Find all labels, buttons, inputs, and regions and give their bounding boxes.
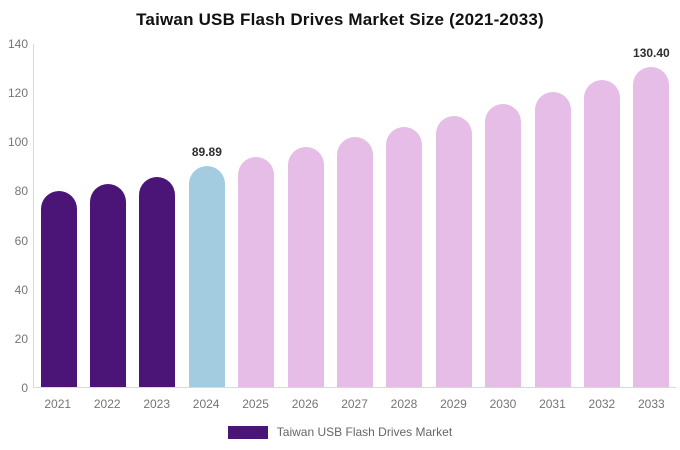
bar-2025[interactable] <box>238 156 275 387</box>
bar-2026[interactable] <box>287 147 324 387</box>
bar-value-label-2024: 89.89 <box>191 145 222 160</box>
legend-label: Taiwan USB Flash Drives Market <box>276 425 453 439</box>
y-axis: 0 20 40 60 80 100 120 140 <box>0 37 28 395</box>
x-tick-label-2021: 2021 <box>44 397 72 411</box>
bar-2028[interactable] <box>386 126 423 387</box>
bar-2033[interactable] <box>633 66 670 387</box>
bar-2024[interactable] <box>188 166 225 387</box>
bar-slot-2021 <box>34 44 83 387</box>
x-tick-label-2031: 2031 <box>539 397 566 411</box>
legend: Taiwan USB Flash Drives Market <box>0 425 680 439</box>
bar-slot-2024: 89.89 <box>182 44 231 387</box>
x-tick-label-2023: 2023 <box>143 397 171 411</box>
x-axis: 2021 2022 2023 2024 2025 2026 2027 2028 2029 2030… <box>33 397 676 411</box>
x-tick-label-2022: 2022 <box>93 397 121 411</box>
bar-slot-2026 <box>281 44 330 387</box>
y-tick-label-120: 120 <box>7 86 28 101</box>
bar-slot-2033: 130.40 <box>627 44 676 387</box>
bar-slot-2023 <box>133 44 182 387</box>
y-tick-label-60: 60 <box>14 233 28 248</box>
bar-value-label-2033: 130.40 <box>633 45 670 60</box>
y-tick-label-140: 140 <box>7 37 28 51</box>
bar-2029[interactable] <box>435 115 472 387</box>
x-tick-label-2029: 2029 <box>440 397 467 411</box>
x-tick-label-2028: 2028 <box>390 397 418 411</box>
bar-slot-2032 <box>577 44 626 387</box>
bar-slot-2031 <box>528 44 577 387</box>
x-tick-label-2032: 2032 <box>588 397 616 411</box>
y-tick-label-80: 80 <box>14 184 28 199</box>
bar-2027[interactable] <box>337 136 374 387</box>
x-tick-label-2033: 2033 <box>638 397 665 411</box>
bar-slot-2027 <box>330 44 379 387</box>
x-tick-label-2030: 2030 <box>489 397 517 411</box>
bar-slot-2029 <box>429 44 478 387</box>
bar-2031[interactable] <box>534 92 571 387</box>
bar-2030[interactable] <box>485 103 522 387</box>
y-tick-label-100: 100 <box>7 135 28 150</box>
x-tick-label-2024: 2024 <box>192 397 220 411</box>
chart-title: Taiwan USB Flash Drives Market Size (202… <box>136 10 544 29</box>
y-tick-label-40: 40 <box>14 282 28 297</box>
y-tick-label-0: 0 <box>21 381 28 395</box>
bar-slot-2025 <box>232 44 281 387</box>
x-tick-label-2025: 2025 <box>242 397 269 411</box>
bar-2022[interactable] <box>90 184 127 387</box>
bar-slot-2030 <box>479 44 528 387</box>
bar-2032[interactable] <box>583 79 620 387</box>
x-tick-label-2026: 2026 <box>291 397 319 411</box>
bar-slot-2022 <box>83 44 132 387</box>
y-tick-label-20: 20 <box>14 331 28 346</box>
bars-container: 89.89 130.40 <box>34 44 676 387</box>
bar-2021[interactable] <box>40 191 77 387</box>
plot-area: 89.89 130.40 <box>33 44 676 388</box>
legend-swatch <box>227 425 268 439</box>
bar-2023[interactable] <box>139 177 176 387</box>
x-tick-label-2027: 2027 <box>341 397 368 411</box>
bar-slot-2028 <box>380 44 429 387</box>
